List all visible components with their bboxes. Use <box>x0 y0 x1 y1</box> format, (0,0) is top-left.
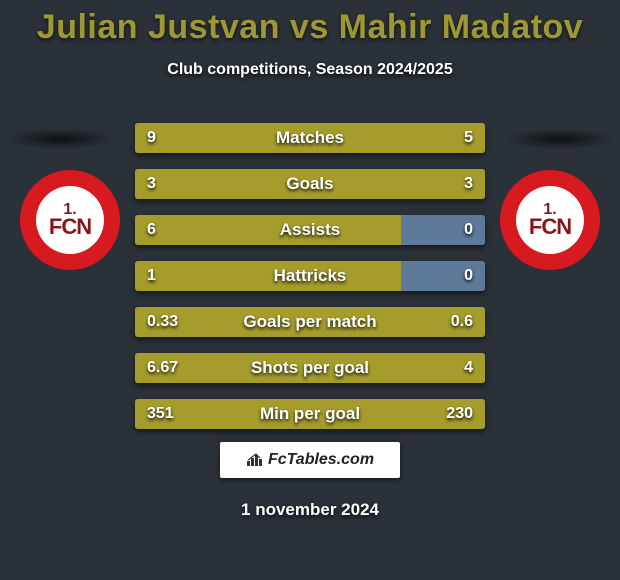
stat-left-value: 0.33 <box>147 307 178 337</box>
stat-row: 60Assists <box>135 215 485 245</box>
stat-right-value: 3 <box>464 169 473 199</box>
stat-right-value: 0 <box>464 215 473 245</box>
stat-row: 33Goals <box>135 169 485 199</box>
logo-line2: FCN <box>529 217 571 237</box>
stat-left-value: 351 <box>147 399 174 429</box>
club-logo-right: 1. FCN <box>500 170 600 270</box>
stat-right-value: 0 <box>464 261 473 291</box>
logo-shadow-left <box>5 128 115 150</box>
logo-line2: FCN <box>49 217 91 237</box>
bar-left-fill <box>135 261 401 291</box>
bar-right-fill <box>310 169 485 199</box>
stat-row: 10Hattricks <box>135 261 485 291</box>
club-logo-left: 1. FCN <box>20 170 120 270</box>
chart-icon <box>246 453 264 467</box>
stat-left-value: 1 <box>147 261 156 291</box>
stat-left-value: 9 <box>147 123 156 153</box>
stat-row: 351230Min per goal <box>135 399 485 429</box>
date-text: 1 november 2024 <box>0 500 620 520</box>
stat-row: 0.330.6Goals per match <box>135 307 485 337</box>
stat-right-value: 4 <box>464 353 473 383</box>
stat-right-value: 0.6 <box>451 307 473 337</box>
bar-left-fill <box>135 215 401 245</box>
bar-left-fill <box>135 169 310 199</box>
logo-shadow-right <box>505 128 615 150</box>
stat-right-value: 5 <box>464 123 473 153</box>
page-title: Julian Justvan vs Mahir Madatov <box>0 0 620 47</box>
stat-right-value: 230 <box>446 399 473 429</box>
stat-left-value: 6 <box>147 215 156 245</box>
stats-bars-container: 95Matches33Goals60Assists10Hattricks0.33… <box>135 123 485 445</box>
watermark-text: FcTables.com <box>268 451 374 469</box>
bar-left-fill <box>135 123 359 153</box>
stat-left-value: 6.67 <box>147 353 178 383</box>
subtitle: Club competitions, Season 2024/2025 <box>0 61 620 79</box>
stat-row: 6.674Shots per goal <box>135 353 485 383</box>
watermark-badge: FcTables.com <box>220 442 400 478</box>
stat-row: 95Matches <box>135 123 485 153</box>
stat-left-value: 3 <box>147 169 156 199</box>
